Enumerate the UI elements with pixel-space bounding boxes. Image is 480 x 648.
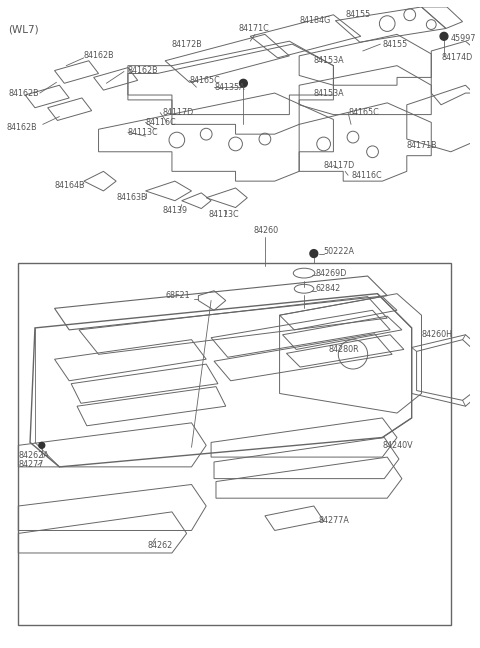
Circle shape [39, 443, 45, 448]
Text: 84165C: 84165C [190, 76, 220, 85]
Text: 84240V: 84240V [383, 441, 413, 450]
Text: 84262A: 84262A [18, 450, 49, 459]
Text: 84260H: 84260H [421, 330, 453, 340]
Text: 84155: 84155 [383, 40, 408, 49]
Text: 84164B: 84164B [55, 181, 85, 190]
Text: 84117D: 84117D [324, 161, 355, 170]
Text: 84116C: 84116C [351, 171, 382, 179]
Text: 84174D: 84174D [441, 53, 472, 62]
Text: 84162B: 84162B [128, 66, 158, 75]
Text: 50222A: 50222A [324, 247, 355, 256]
Text: 84165C: 84165C [348, 108, 379, 117]
Text: 84113C: 84113C [208, 210, 239, 219]
Text: 84162B: 84162B [84, 51, 115, 60]
Text: 84116C: 84116C [145, 118, 176, 127]
Text: 84184G: 84184G [299, 16, 330, 25]
Text: (WL7): (WL7) [9, 25, 39, 34]
Text: 84277: 84277 [18, 461, 44, 469]
Text: 84269D: 84269D [316, 269, 347, 277]
Text: 68F21: 68F21 [165, 291, 190, 300]
Text: 84277A: 84277A [319, 516, 349, 525]
Text: 84171C: 84171C [239, 24, 269, 33]
Text: 84262: 84262 [147, 540, 173, 550]
Text: 84153A: 84153A [314, 56, 345, 65]
Text: 84155: 84155 [345, 10, 371, 19]
Text: 84153A: 84153A [314, 89, 345, 98]
Text: 84171B: 84171B [407, 141, 437, 150]
Text: 45997: 45997 [451, 34, 476, 43]
Text: 84280R: 84280R [328, 345, 359, 354]
Text: 84260: 84260 [253, 226, 278, 235]
Text: 84139: 84139 [162, 206, 187, 215]
Text: 84135A: 84135A [214, 83, 245, 91]
Circle shape [440, 32, 448, 40]
Text: 84163B: 84163B [116, 193, 147, 202]
Text: 84172B: 84172B [172, 40, 203, 49]
Circle shape [310, 249, 318, 257]
Text: 62842: 62842 [316, 284, 341, 294]
Circle shape [240, 79, 247, 87]
Text: 84162B: 84162B [7, 123, 37, 132]
Text: 84162B: 84162B [9, 89, 39, 98]
Text: 84113C: 84113C [128, 128, 158, 137]
Text: 84117D: 84117D [162, 108, 193, 117]
